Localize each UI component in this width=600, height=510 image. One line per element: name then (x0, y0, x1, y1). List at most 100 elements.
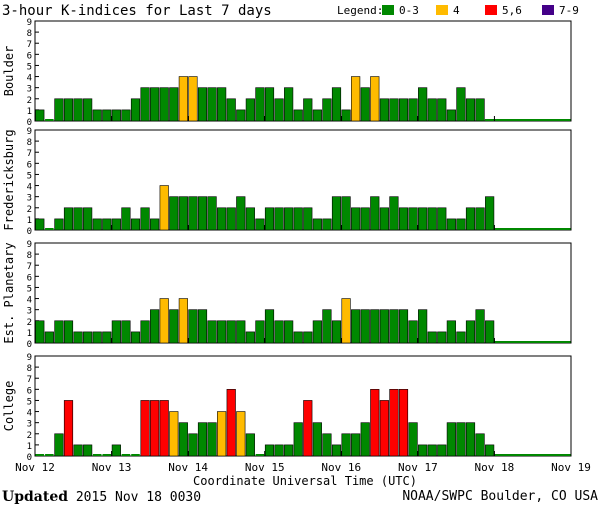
bar-boulder (437, 98, 447, 122)
x-tick-label: Nov 13 (92, 461, 132, 474)
bar-fredericksburg (236, 196, 246, 231)
bar-est-planetary (341, 298, 351, 344)
bar-college (207, 422, 217, 457)
bar-fredericksburg (188, 196, 198, 231)
updated-stamp: Updated 2015 Nov 18 0030 (2, 489, 201, 505)
bar-boulder (169, 87, 179, 122)
bar-fredericksburg (370, 196, 380, 231)
y-tick-label-fredericksburg-3: 3 (27, 194, 32, 204)
bar-fredericksburg (293, 207, 303, 231)
bar-boulder (274, 98, 284, 122)
bar-college (398, 389, 409, 457)
bar-est-planetary (293, 331, 303, 344)
bar-college (475, 433, 485, 457)
bar-est-planetary (54, 320, 64, 344)
x-tick-label: Nov 18 (475, 461, 515, 474)
bar-boulder (360, 87, 370, 122)
bar-college (351, 433, 361, 457)
bar-fredericksburg (217, 207, 227, 231)
bar-est-planetary (418, 309, 428, 344)
bar-est-planetary (140, 320, 150, 344)
bar-est-planetary (159, 298, 169, 344)
y-tick-label-boulder-3: 3 (27, 85, 32, 95)
bar-fredericksburg (35, 218, 45, 231)
bar-est-planetary (370, 309, 380, 344)
bar-fredericksburg (379, 207, 389, 231)
bar-college (379, 400, 389, 457)
bar-fredericksburg (178, 196, 188, 231)
bar-college (178, 422, 188, 457)
bar-boulder (226, 98, 236, 122)
bar-college (408, 422, 418, 457)
bar-est-planetary (226, 320, 236, 344)
bar-boulder (264, 87, 275, 122)
y-tick-label-fredericksburg-7: 7 (27, 149, 32, 159)
bar-est-planetary (312, 320, 322, 344)
bar-est-planetary (465, 320, 476, 344)
footer: Updated 2015 Nov 18 0030 NOAA/SWPC Bould… (0, 489, 600, 509)
bar-fredericksburg (408, 207, 418, 231)
bar-est-planetary (35, 320, 45, 344)
bar-est-planetary (456, 331, 466, 344)
bar-est-planetary (83, 331, 93, 344)
legend-item-2: 5,6 (502, 4, 522, 17)
bar-college (197, 422, 208, 457)
bar-fredericksburg (83, 207, 93, 231)
panel-label-fredericksburg: Fredericksburg (2, 129, 16, 230)
bar-college (188, 433, 198, 457)
bar-fredericksburg (73, 207, 83, 231)
y-tick-label-college-6: 6 (27, 386, 32, 396)
bar-college (274, 444, 284, 457)
bar-boulder (54, 98, 64, 122)
bar-est-planetary (303, 331, 313, 344)
x-tick-label: Nov 12 (15, 461, 55, 474)
bar-college (217, 411, 227, 457)
x-tick-label: Nov 19 (551, 461, 591, 474)
bar-fredericksburg (245, 207, 255, 231)
y-tick-label-college-9: 9 (27, 353, 32, 363)
bar-est-planetary (331, 320, 342, 344)
bar-est-planetary (44, 331, 54, 344)
y-tick-label-fredericksburg-8: 8 (27, 138, 32, 148)
bar-college (331, 444, 342, 457)
data-source: NOAA/SWPC Boulder, CO USA (402, 489, 598, 504)
bar-boulder (408, 98, 418, 122)
y-tick-label-college-8: 8 (27, 364, 32, 374)
y-tick-label-college-7: 7 (27, 375, 32, 385)
bar-college (418, 444, 428, 457)
bar-fredericksburg (398, 207, 409, 231)
bar-boulder (465, 98, 476, 122)
bar-fredericksburg (226, 207, 236, 231)
y-tick-label-est-planetary-5: 5 (27, 284, 32, 294)
updated-value: 2015 Nov 18 0030 (75, 490, 202, 505)
y-tick-label-college-4: 4 (27, 409, 32, 419)
bar-fredericksburg (197, 196, 208, 231)
bar-college (236, 411, 246, 457)
y-tick-label-boulder-1: 1 (27, 107, 32, 117)
bar-boulder (418, 87, 428, 122)
bar-fredericksburg (331, 196, 342, 231)
x-tick-label: Nov 15 (245, 461, 285, 474)
legend-swatch-0 (382, 5, 394, 15)
bar-boulder (197, 87, 208, 122)
bar-boulder (73, 98, 83, 122)
y-tick-label-est-planetary-4: 4 (27, 296, 32, 306)
bar-boulder (341, 109, 351, 122)
y-tick-label-college-0: 0 (27, 453, 32, 463)
bar-est-planetary (207, 320, 217, 344)
bar-boulder (284, 87, 294, 122)
bar-boulder (293, 109, 303, 122)
bar-fredericksburg (54, 218, 64, 231)
bar-college (245, 433, 255, 457)
bar-est-planetary (111, 320, 121, 344)
updated-label: Updated (2, 489, 69, 505)
bar-est-planetary (92, 331, 102, 344)
panel-frame-college (34, 355, 572, 457)
bar-boulder (389, 98, 399, 122)
bar-college (389, 389, 399, 457)
bar-college (73, 444, 83, 457)
bar-boulder (35, 109, 45, 122)
bar-est-planetary (150, 309, 160, 344)
bar-fredericksburg (130, 218, 141, 231)
bar-est-planetary (284, 320, 294, 344)
